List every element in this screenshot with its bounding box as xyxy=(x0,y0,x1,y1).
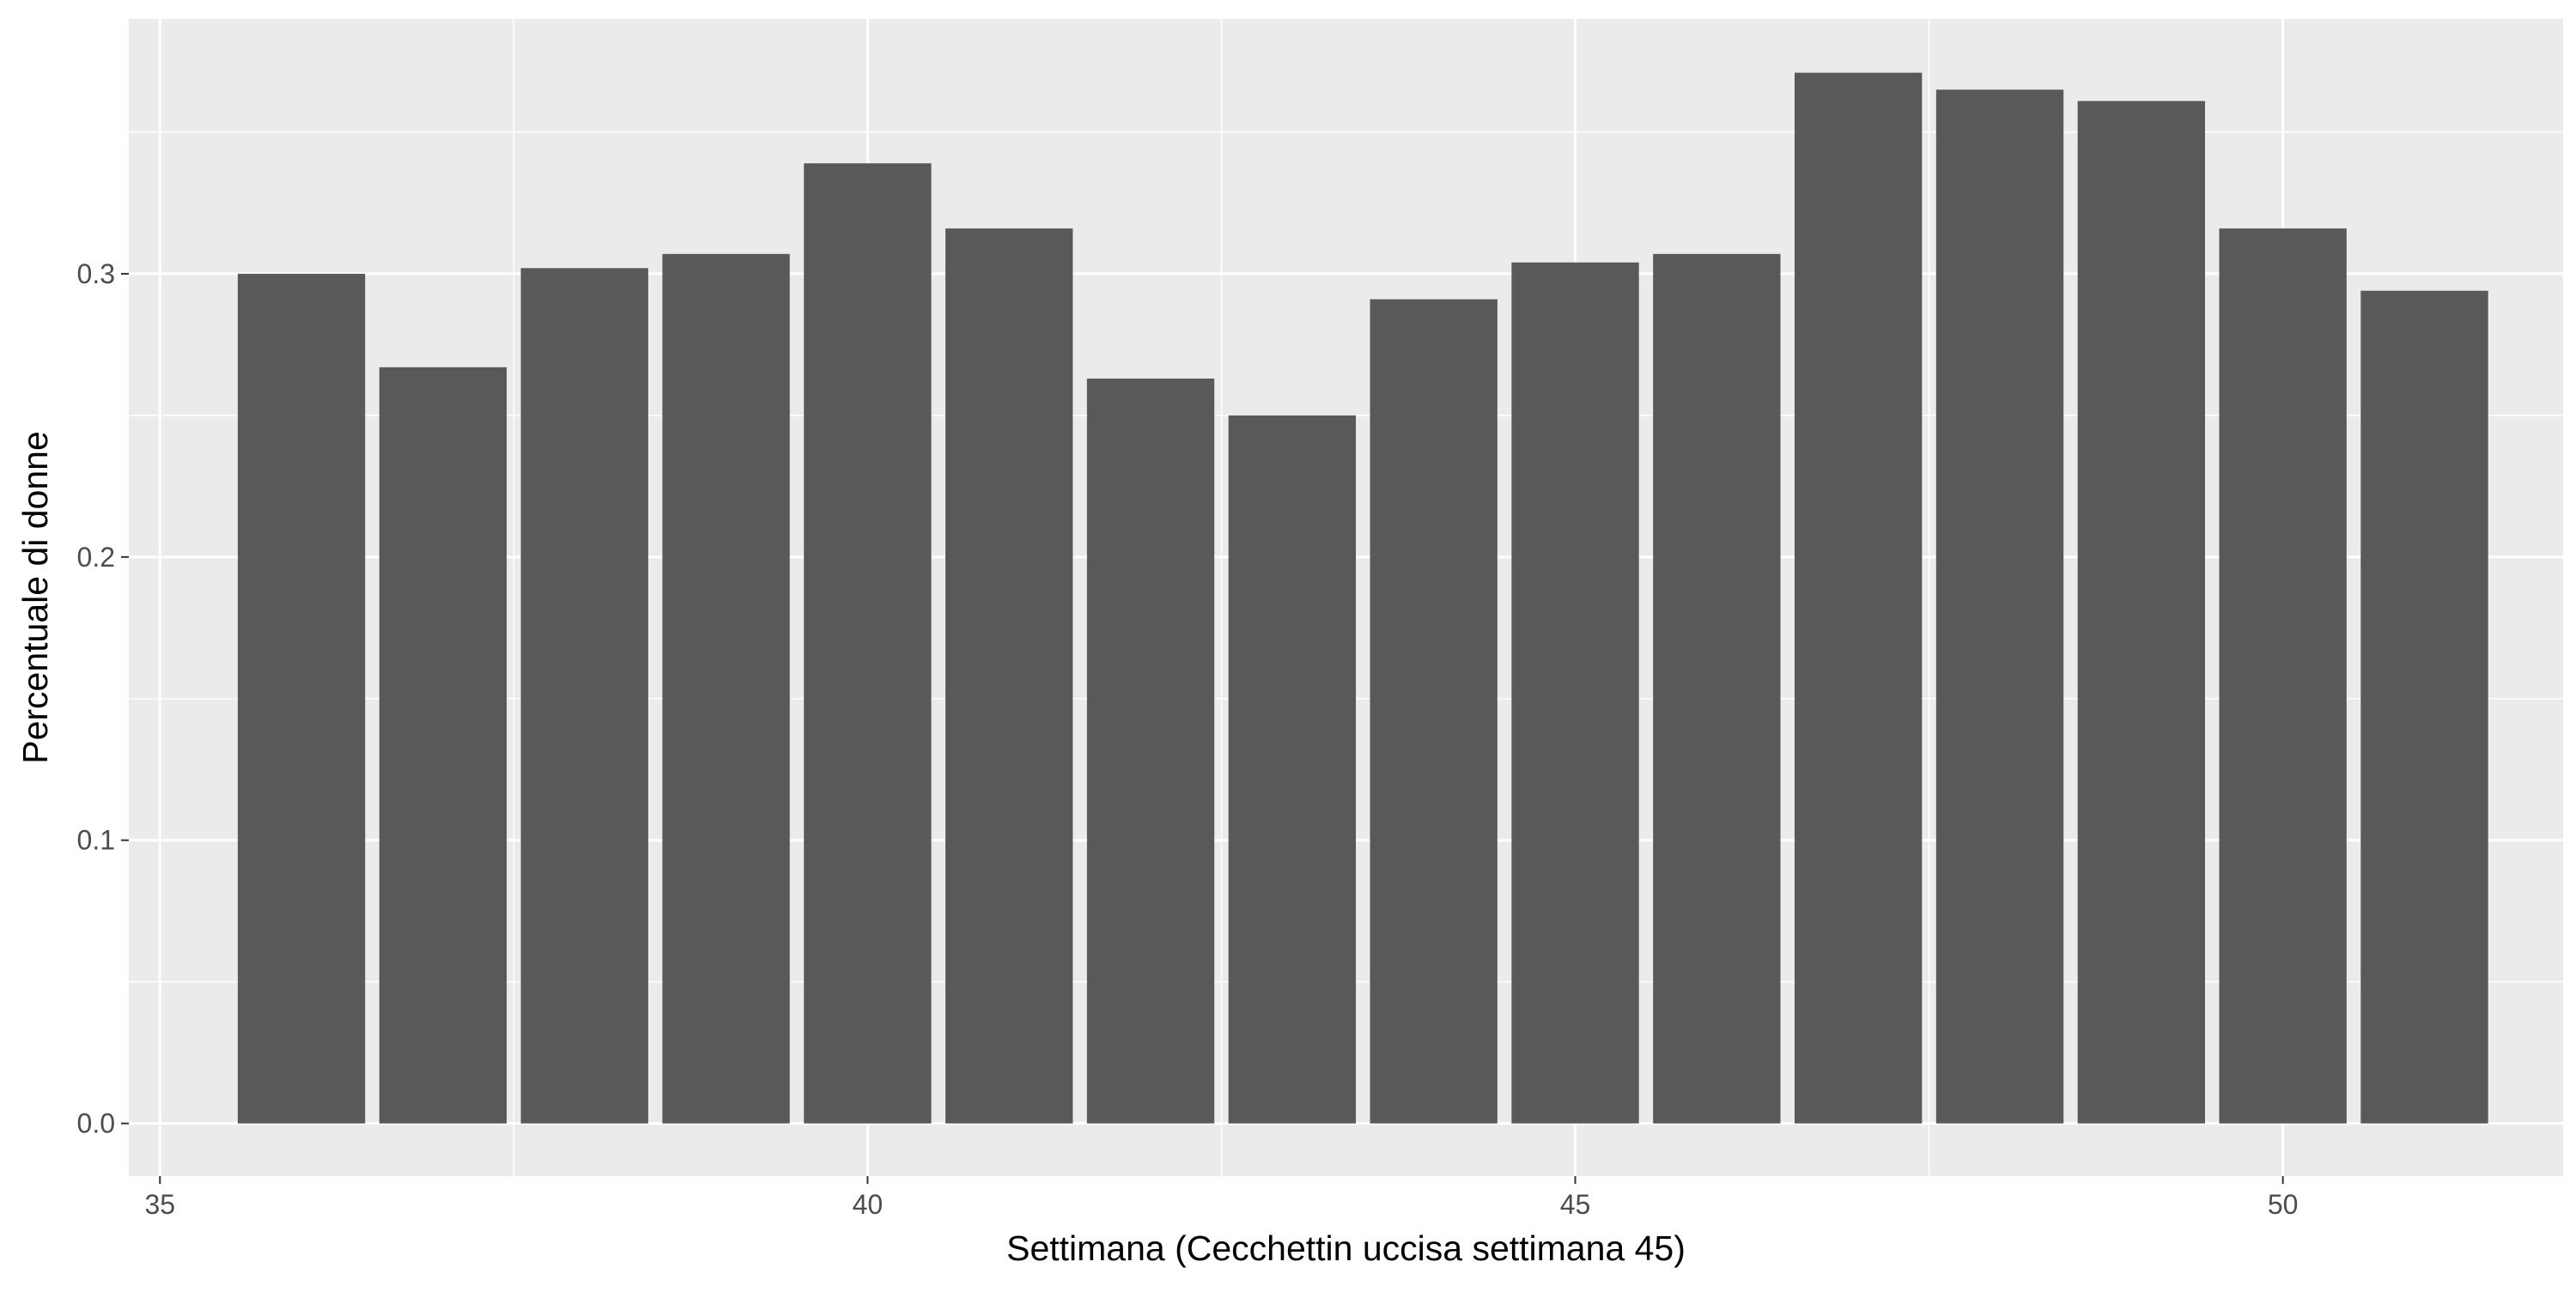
bar xyxy=(379,367,507,1124)
y-tick-label: 0.3 xyxy=(77,258,115,289)
x-tick-label: 50 xyxy=(2268,1189,2299,1220)
bar xyxy=(1370,299,1498,1124)
bars xyxy=(237,72,2488,1124)
y-tick-label: 0.2 xyxy=(77,542,115,573)
y-axis: 0.0 0.1 0.2 0.3 xyxy=(77,258,129,1139)
bar xyxy=(1511,262,1639,1124)
y-axis-title: Percentuale di donne xyxy=(15,431,55,764)
x-axis-title: Settimana (Cecchettin uccisa settimana 4… xyxy=(1006,1228,1686,1268)
y-tick-label: 0.1 xyxy=(77,825,115,856)
bar xyxy=(1086,378,1215,1124)
x-tick-label: 40 xyxy=(853,1189,884,1220)
bar xyxy=(1794,72,1923,1124)
x-tick-label: 45 xyxy=(1560,1189,1591,1220)
x-tick-label: 35 xyxy=(144,1189,175,1220)
bar xyxy=(2360,290,2488,1124)
bar xyxy=(662,253,790,1124)
bar xyxy=(237,273,366,1124)
y-tick-label: 0.0 xyxy=(77,1108,115,1139)
bar xyxy=(1935,89,2064,1124)
bar xyxy=(520,268,648,1124)
x-axis: 35 40 45 50 xyxy=(144,1176,2298,1220)
bar xyxy=(2077,100,2205,1124)
bar xyxy=(945,228,1073,1124)
bar xyxy=(1653,253,1781,1124)
bar xyxy=(2219,228,2347,1124)
bar xyxy=(804,163,932,1124)
bar xyxy=(1228,415,1357,1124)
